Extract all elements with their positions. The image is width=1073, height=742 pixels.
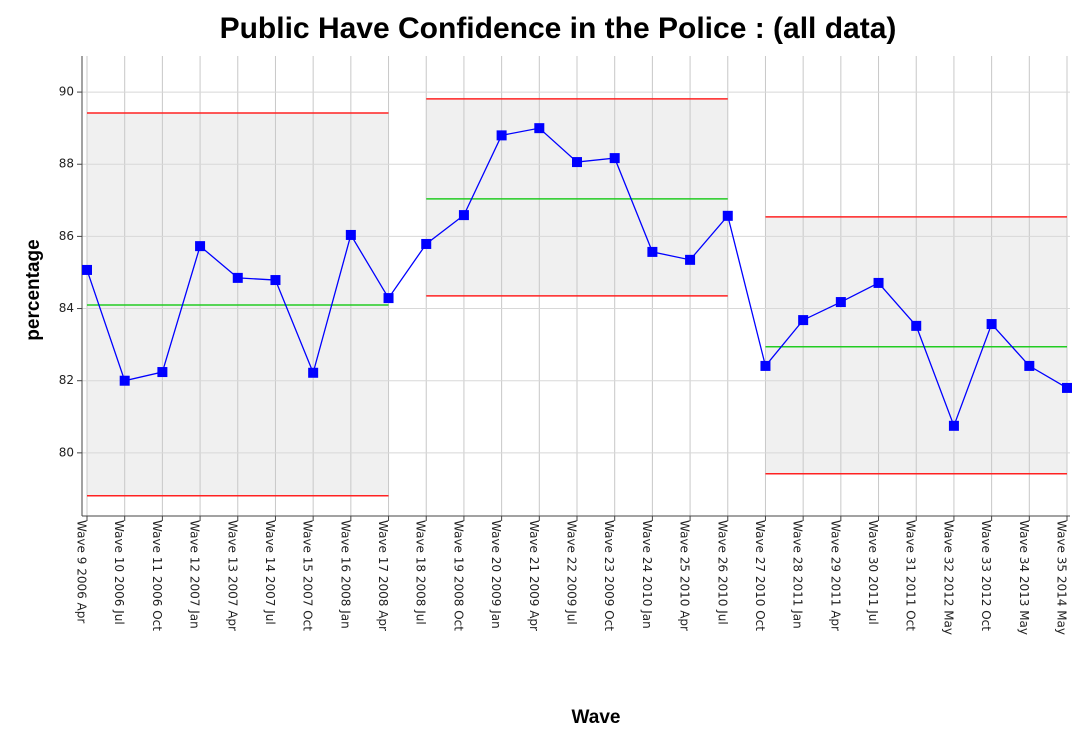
data-point	[345, 229, 356, 240]
x-tick-label: Wave 11 2006 Oct	[150, 520, 164, 631]
x-tick-label: Wave 32 2012 May	[941, 520, 955, 635]
data-point	[722, 210, 733, 221]
x-tick-label: Wave 35 2014 May	[1055, 520, 1069, 635]
x-tick-label: Wave 28 2011 Jan	[791, 520, 805, 629]
x-tick-label: Wave 20 2009 Jan	[489, 520, 503, 629]
data-point	[270, 275, 281, 286]
data-point	[685, 254, 696, 265]
x-tick-label: Wave 10 2006 Jul	[112, 520, 126, 625]
y-tick-label: 84	[59, 301, 74, 315]
data-point	[458, 210, 469, 221]
data-point	[572, 157, 582, 168]
x-axis-title: Wave	[572, 707, 621, 728]
data-point	[835, 297, 846, 308]
data-point	[873, 277, 884, 288]
data-point	[911, 320, 922, 331]
y-tick-label: 86	[59, 229, 74, 243]
x-tick-label: Wave 13 2007 Apr	[225, 520, 239, 631]
data-point	[1024, 360, 1035, 371]
y-tick-label: 80	[59, 445, 74, 459]
data-point	[383, 293, 394, 304]
x-tick-label: Wave 16 2008 Jan	[338, 520, 352, 629]
data-point	[798, 315, 809, 326]
data-point	[119, 375, 130, 386]
x-tick-label: Wave 31 2011 Oct	[904, 520, 918, 631]
x-tick-label: Wave 23 2009 Oct	[602, 520, 616, 631]
data-point	[157, 367, 168, 378]
x-tick-label: Wave 22 2009 Jul	[565, 520, 579, 625]
y-tick-label: 88	[59, 157, 74, 171]
x-tick-label: Wave 34 2013 May	[1017, 520, 1031, 635]
y-tick-label: 82	[59, 373, 74, 387]
data-point	[647, 246, 658, 257]
data-point	[760, 360, 771, 371]
data-point	[534, 123, 545, 134]
data-point	[421, 238, 432, 249]
x-tick-label: Wave 17 2008 Apr	[376, 520, 390, 631]
x-tick-label: Wave 24 2010 Jan	[640, 520, 654, 629]
x-tick-label: Wave 14 2007 Jul	[263, 520, 277, 625]
data-point	[609, 153, 620, 164]
x-tick-label: Wave 26 2010 Jul	[715, 520, 729, 625]
data-point	[496, 130, 507, 141]
data-point	[308, 367, 319, 378]
data-point	[1062, 382, 1072, 393]
x-tick-label: Wave 18 2008 Jul	[414, 520, 428, 625]
data-point	[195, 241, 206, 252]
x-tick-label: Wave 9 2006 Apr	[75, 520, 89, 623]
x-tick-label: Wave 33 2012 Oct	[979, 520, 993, 631]
x-tick-label: Wave 19 2008 Oct	[451, 520, 465, 631]
x-tick-label: Wave 15 2007 Oct	[301, 520, 315, 631]
x-tick-label: Wave 27 2010 Oct	[753, 520, 767, 631]
x-tick-label: Wave 30 2011 Jul	[866, 520, 880, 625]
chart-title: Public Have Confidence in the Police : (…	[220, 12, 897, 45]
y-axis-title: percentage	[23, 239, 44, 340]
data-point	[232, 272, 243, 283]
data-point	[986, 319, 997, 330]
data-point	[948, 420, 959, 431]
data-point	[82, 264, 92, 275]
x-tick-label: Wave 25 2010 Apr	[678, 520, 692, 631]
x-tick-label: Wave 29 2011 Apr	[828, 520, 842, 631]
x-tick-label: Wave 12 2007 Jan	[188, 520, 202, 629]
x-tick-label: Wave 21 2009 Apr	[527, 520, 541, 631]
y-tick-label: 90	[59, 85, 74, 99]
